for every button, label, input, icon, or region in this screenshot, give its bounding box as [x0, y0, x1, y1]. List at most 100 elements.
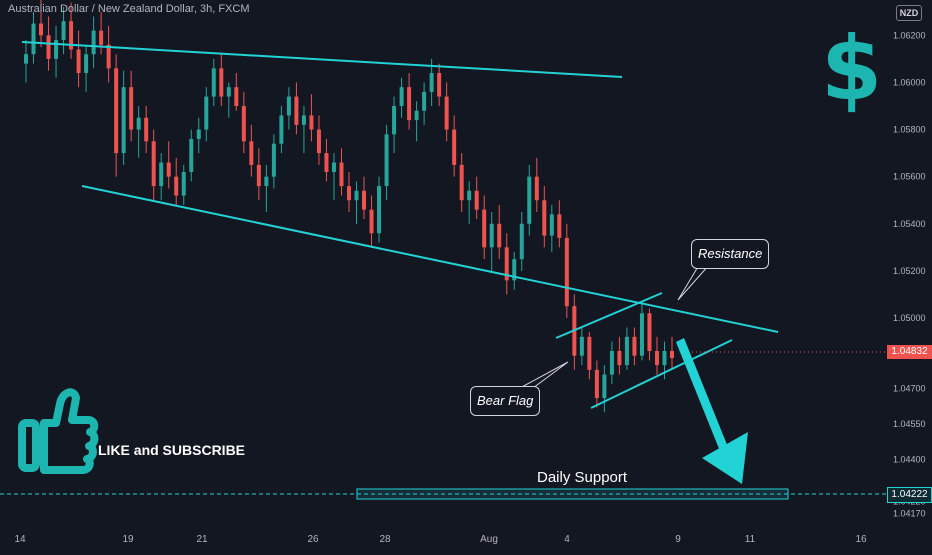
candle-body[interactable]	[106, 44, 111, 69]
candle-body[interactable]	[69, 21, 74, 50]
candle-body[interactable]	[31, 23, 36, 55]
support-zone[interactable]	[356, 488, 789, 500]
candle-body[interactable]	[497, 223, 502, 248]
candle-body[interactable]	[377, 186, 382, 234]
candle-body[interactable]	[459, 164, 464, 201]
candle-body[interactable]	[316, 129, 321, 154]
candle-body[interactable]	[489, 223, 494, 248]
candle-body[interactable]	[392, 106, 397, 135]
candle-body[interactable]	[414, 110, 419, 121]
channel-lower-line[interactable]	[81, 185, 779, 333]
candle-body[interactable]	[39, 23, 44, 36]
candle-body[interactable]	[617, 350, 622, 366]
candle-body[interactable]	[654, 350, 659, 366]
candle-body[interactable]	[181, 171, 186, 196]
candle-body[interactable]	[482, 209, 487, 248]
candle-body[interactable]	[196, 129, 201, 139]
candle-body[interactable]	[347, 186, 351, 201]
resistance-callout[interactable]: Resistance	[691, 239, 770, 269]
bear-flag-callout[interactable]: Bear Flag	[470, 386, 541, 416]
candle-body[interactable]	[670, 350, 674, 359]
candle-body[interactable]	[639, 313, 644, 356]
candle-body[interactable]	[399, 87, 404, 106]
candle-body[interactable]	[256, 164, 261, 187]
candle-body[interactable]	[249, 141, 254, 165]
candle-body[interactable]	[564, 237, 569, 307]
candle-body[interactable]	[384, 134, 389, 187]
candle-body[interactable]	[151, 141, 156, 187]
candle-body[interactable]	[452, 129, 457, 165]
channel-upper-line[interactable]	[21, 41, 623, 78]
candle-body[interactable]	[362, 190, 367, 210]
candle-body[interactable]	[587, 336, 592, 370]
candle-body[interactable]	[294, 96, 299, 125]
candle-body[interactable]	[519, 223, 524, 260]
candle-body[interactable]	[129, 87, 134, 130]
candle-body[interactable]	[542, 200, 547, 236]
candle-body[interactable]	[444, 96, 449, 130]
candle-body[interactable]	[624, 336, 629, 366]
candle-body[interactable]	[339, 162, 344, 187]
candle-body[interactable]	[309, 115, 314, 130]
flag-upper-line[interactable]	[555, 292, 663, 339]
candle-body[interactable]	[279, 115, 284, 144]
candle-body[interactable]	[474, 190, 479, 210]
candle-body[interactable]	[324, 153, 329, 172]
candle-body[interactable]	[211, 68, 216, 97]
candle-body[interactable]	[204, 96, 209, 130]
candle-body[interactable]	[189, 138, 194, 172]
candle-body[interactable]	[264, 176, 269, 187]
flag-lower-line[interactable]	[590, 339, 733, 409]
candle-body[interactable]	[226, 87, 231, 97]
candle-body[interactable]	[84, 54, 89, 74]
candle-body[interactable]	[579, 336, 584, 356]
candle-body[interactable]	[467, 190, 472, 201]
price-tick-label: 1.04400	[893, 454, 926, 464]
candle-body[interactable]	[24, 54, 28, 64]
candle-body[interactable]	[354, 190, 359, 201]
candle-body[interactable]	[407, 87, 412, 121]
candle-body[interactable]	[422, 91, 427, 111]
candle-body[interactable]	[512, 259, 517, 281]
candle-body[interactable]	[61, 21, 66, 41]
candle-body[interactable]	[662, 350, 667, 366]
bearish-projection-arrow[interactable]	[676, 338, 748, 484]
candle-body[interactable]	[166, 162, 171, 177]
candle-body[interactable]	[219, 68, 224, 97]
candle-body[interactable]	[594, 369, 599, 399]
candle-body[interactable]	[54, 40, 59, 59]
candle-body[interactable]	[534, 176, 539, 201]
candle-body[interactable]	[632, 336, 637, 356]
candle-body[interactable]	[271, 143, 276, 177]
candle-body[interactable]	[549, 214, 554, 236]
candle-body[interactable]	[136, 117, 141, 130]
candle-body[interactable]	[602, 374, 607, 399]
candle-body[interactable]	[46, 35, 51, 59]
candle-body[interactable]	[331, 162, 336, 172]
candle-body[interactable]	[114, 68, 119, 154]
candle-body[interactable]	[301, 115, 306, 125]
candle-body[interactable]	[557, 214, 562, 238]
candle-body[interactable]	[174, 176, 179, 196]
candle-body[interactable]	[504, 247, 509, 281]
candle-body[interactable]	[286, 96, 291, 116]
candle-body[interactable]	[91, 30, 96, 55]
candle-body[interactable]	[647, 313, 652, 351]
candle-body[interactable]	[144, 117, 149, 142]
candle-body[interactable]	[99, 30, 104, 45]
candle-body[interactable]	[159, 162, 164, 187]
candle-body[interactable]	[609, 350, 614, 375]
candle-body[interactable]	[241, 106, 246, 142]
time-tick-label: 26	[307, 534, 319, 545]
candle-body[interactable]	[527, 176, 532, 224]
candle-body[interactable]	[234, 87, 239, 106]
candle-body[interactable]	[76, 49, 81, 74]
currency-badge[interactable]: NZD	[896, 5, 922, 21]
candle-body[interactable]	[121, 87, 126, 154]
time-axis[interactable]: 14 19 21 26 28 Aug 4 9 11 16	[14, 534, 867, 545]
candle-body[interactable]	[369, 209, 374, 234]
candle-body[interactable]	[437, 73, 442, 97]
candle-body[interactable]	[429, 73, 434, 92]
